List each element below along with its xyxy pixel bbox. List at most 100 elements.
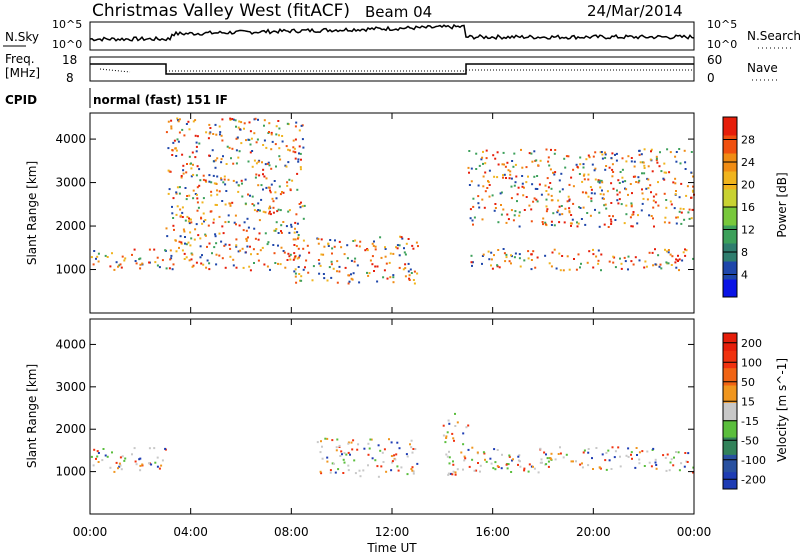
heatmap-cell [193, 238, 196, 241]
heatmap-cell [206, 245, 208, 248]
heatmap-cell [220, 134, 223, 137]
heatmap-cell [278, 127, 281, 130]
heatmap-cell [189, 231, 192, 234]
heatmap-cell [331, 247, 334, 250]
heatmap-cell [545, 148, 548, 151]
heatmap-cell [180, 241, 183, 244]
colorbar-swatch [723, 171, 737, 190]
heatmap-cell [324, 437, 327, 440]
heatmap-cell [254, 176, 257, 179]
heatmap-cell [238, 120, 241, 123]
heatmap-cell [389, 276, 392, 279]
heatmap-cell [237, 250, 240, 253]
heatmap-cell [218, 125, 221, 128]
heatmap-cell [613, 456, 616, 459]
heatmap-cell [165, 131, 168, 134]
heatmap-cell [604, 168, 607, 171]
heatmap-cell [506, 161, 509, 164]
heatmap-cell [195, 261, 198, 264]
heatmap-cell [190, 221, 193, 224]
heatmap-cell [627, 268, 629, 271]
heatmap-cell [445, 435, 448, 438]
heatmap-cell [266, 265, 269, 268]
heatmap-cell [514, 210, 517, 213]
heatmap-cell [560, 172, 563, 175]
heatmap-cell [257, 184, 260, 187]
heatmap-cell [533, 150, 536, 153]
heatmap-cell [331, 252, 333, 255]
heatmap-cell [442, 424, 445, 427]
heatmap-cell [597, 259, 600, 262]
heatmap-cell [638, 259, 641, 262]
velocity-ylabel: Slant Range [km] [25, 364, 39, 468]
nsky-tick-low: 10^0 [52, 38, 82, 51]
heatmap-cell [255, 162, 258, 165]
colorbar-tick-label: -100 [741, 454, 766, 467]
heatmap-cell [212, 221, 215, 224]
heatmap-cell [237, 184, 240, 187]
heatmap-cell [617, 446, 620, 449]
heatmap-cell [686, 461, 689, 463]
heatmap-cell [579, 463, 582, 466]
heatmap-cell [473, 216, 476, 219]
cpid-value: normal (fast) 151 IF [93, 93, 228, 107]
heatmap-cell [479, 464, 482, 467]
heatmap-cell [199, 179, 202, 182]
heatmap-cell [298, 203, 301, 205]
heatmap-cell [666, 453, 669, 456]
colorbar-swatch [723, 350, 737, 369]
heatmap-cell [167, 169, 170, 172]
heatmap-cell [320, 440, 322, 443]
heatmap-cell [685, 460, 688, 463]
heatmap-cell [484, 171, 487, 174]
heatmap-cell [612, 215, 614, 218]
heatmap-cell [106, 256, 109, 258]
heatmap-cell [261, 246, 264, 249]
heatmap-cell [685, 194, 688, 197]
heatmap-cell [338, 446, 341, 448]
heatmap-cell [269, 189, 271, 192]
heatmap-cell [541, 221, 544, 223]
heatmap-cell [553, 173, 556, 176]
heatmap-cell [579, 207, 582, 209]
heatmap-cell [253, 159, 256, 162]
heatmap-cell [550, 452, 553, 455]
heatmap-cell [570, 460, 573, 463]
heatmap-cell [285, 225, 288, 228]
heatmap-cell [548, 262, 551, 265]
heatmap-cell [503, 252, 506, 255]
heatmap-cell [486, 187, 489, 189]
heatmap-cell [92, 464, 95, 467]
heatmap-cell [352, 272, 355, 275]
heatmap-cell [598, 466, 601, 469]
heatmap-cell [502, 208, 505, 211]
heatmap-cell [138, 458, 141, 461]
heatmap-cell [205, 180, 208, 183]
heatmap-cell [595, 447, 598, 449]
heatmap-cell [651, 170, 654, 173]
heatmap-cell [179, 208, 182, 211]
heatmap-cell [121, 455, 124, 458]
heatmap-cell [627, 193, 629, 196]
heatmap-cell [275, 228, 278, 230]
heatmap-cell [277, 262, 279, 265]
heatmap-cell [610, 468, 613, 470]
heatmap-cell [562, 269, 565, 272]
heatmap-cell [502, 174, 504, 177]
freq-label: Freq. [5, 52, 35, 66]
heatmap-cell [90, 256, 93, 259]
nsearch-label: N.Search [747, 29, 800, 43]
heatmap-cell [308, 251, 311, 254]
heatmap-cell [541, 461, 543, 464]
heatmap-cell [190, 175, 193, 178]
heatmap-cell [566, 200, 569, 203]
heatmap-cell [636, 222, 639, 225]
heatmap-cell [170, 257, 173, 260]
heatmap-cell [652, 264, 655, 267]
heatmap-cell [347, 469, 350, 472]
heatmap-cell [366, 248, 369, 250]
nsky-label: N.Sky [5, 30, 39, 44]
heatmap-cell [228, 243, 231, 246]
heatmap-cell [245, 239, 248, 242]
heatmap-cell [620, 203, 623, 206]
